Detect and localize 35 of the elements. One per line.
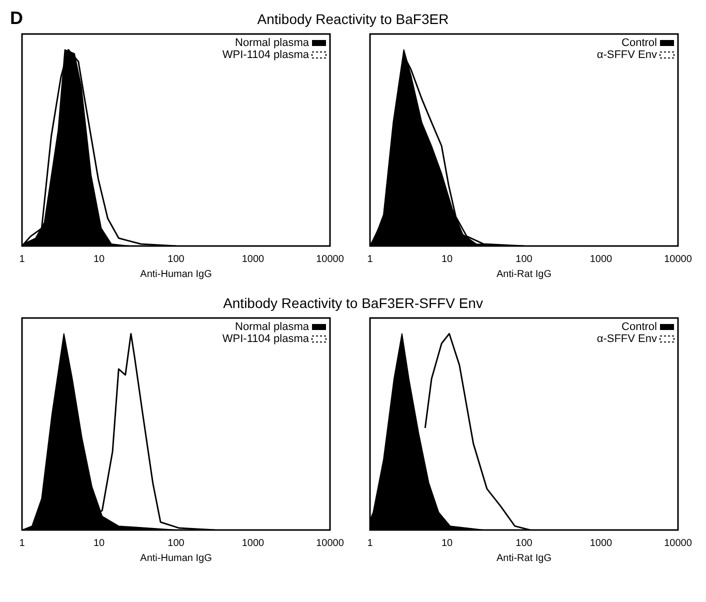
legend-label: Control (622, 37, 657, 50)
chart-title: Antibody Reactivity to BaF3ER-SFFV Env (223, 295, 483, 311)
x-tick-label: 100 (168, 254, 185, 265)
x-tick-label: 10000 (664, 538, 692, 549)
legend-label: Control (622, 321, 657, 334)
chart-title: Antibody Reactivity to BaF3ER (257, 11, 449, 27)
x-tick-label: 1000 (590, 538, 613, 549)
x-tick-label: 100 (516, 538, 533, 549)
legend-label: Normal plasma (235, 321, 310, 334)
x-tick-label: 1 (19, 538, 26, 549)
x-tick-label: 1 (367, 538, 374, 549)
x-tick-label: 10 (93, 538, 105, 549)
x-tick-label: 1 (19, 254, 26, 265)
x-axis-title: Anti-Rat IgG (496, 268, 552, 280)
legend-label: α-SFFV Env (596, 333, 658, 346)
x-tick-label: 100 (516, 254, 533, 265)
x-axis-title: Anti-Rat IgG (496, 552, 552, 564)
x-axis-title: Anti-Human IgG (140, 552, 212, 564)
x-tick-label: 1 (367, 254, 374, 265)
x-tick-label: 1000 (242, 254, 265, 265)
legend-label: α-SFFV Env (596, 49, 658, 62)
legend-label: WPI-1104 plasma (222, 333, 310, 346)
x-tick-label: 1000 (590, 254, 613, 265)
legend-label: WPI-1104 plasma (222, 49, 310, 62)
x-tick-label: 10 (441, 254, 453, 265)
x-tick-label: 100 (168, 538, 185, 549)
legend-label: Normal plasma (235, 37, 310, 50)
x-tick-label: 10 (441, 538, 453, 549)
x-tick-label: 10000 (316, 254, 344, 265)
x-axis-title: Anti-Human IgG (140, 268, 212, 280)
x-tick-label: 1000 (242, 538, 265, 549)
x-tick-label: 10000 (316, 538, 344, 549)
x-tick-label: 10 (93, 254, 105, 265)
x-tick-label: 10000 (664, 254, 692, 265)
text: D (10, 8, 23, 29)
